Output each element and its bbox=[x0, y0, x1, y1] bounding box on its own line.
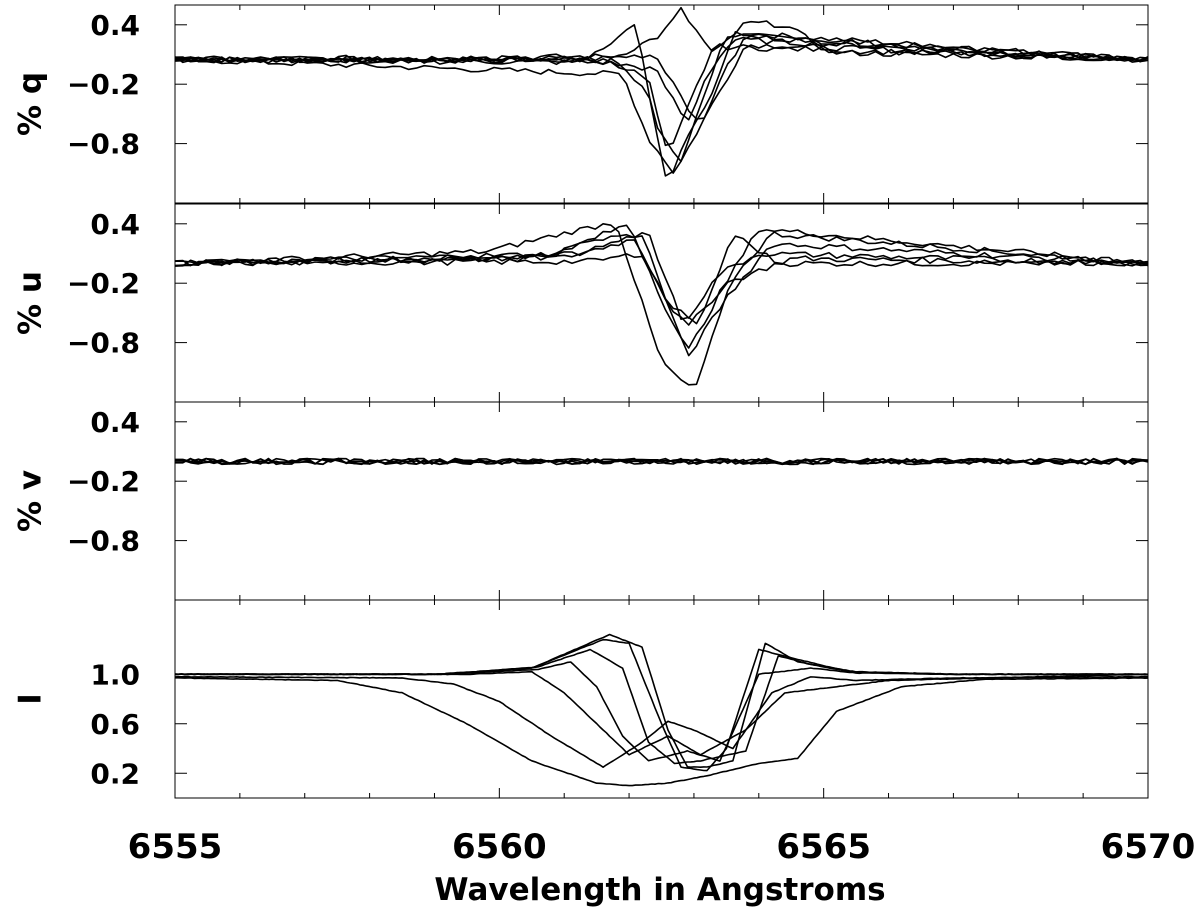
trace-q-5 bbox=[175, 6, 1148, 64]
trace-I-3 bbox=[175, 648, 1148, 765]
traces-u bbox=[175, 223, 1148, 386]
y-tick-label: 0.2 bbox=[90, 757, 140, 790]
y-tick-label: 0.6 bbox=[90, 708, 140, 741]
traces-I bbox=[175, 633, 1148, 787]
y-tick-label: −0.8 bbox=[67, 525, 140, 558]
x-axis: 6555 6560 6565 6570 Wavelength in Angstroms bbox=[128, 827, 1196, 908]
panel-u: 0.4 −0.2 −0.8 % u bbox=[13, 203, 1149, 403]
panel-frame-v bbox=[174, 401, 1149, 601]
trace-I-5 bbox=[175, 670, 1148, 756]
y-tick-label: −0.2 bbox=[67, 465, 140, 498]
y-tick-label: 0.4 bbox=[90, 208, 140, 241]
panel-q: 0.4 −0.2 −0.8 % q bbox=[13, 4, 1149, 204]
y-axis-label-q: % q bbox=[13, 72, 49, 136]
y-tick-label: −0.8 bbox=[67, 327, 140, 360]
y-tick-label: 0.4 bbox=[90, 406, 140, 439]
trace-I-1 bbox=[175, 633, 1148, 769]
trace-u-2 bbox=[175, 223, 1148, 386]
x-axis-label: Wavelength in Angstroms bbox=[434, 872, 885, 908]
x-tick-label: 6560 bbox=[452, 827, 547, 867]
trace-u-5 bbox=[175, 235, 1148, 357]
x-tick-label: 6570 bbox=[1101, 827, 1196, 867]
x-tick-label: 6555 bbox=[128, 827, 223, 867]
panel-v: 0.4 −0.2 −0.8 % v bbox=[13, 401, 1149, 601]
trace-I-6 bbox=[175, 675, 1148, 769]
panel-frame-q bbox=[174, 4, 1149, 204]
traces-v bbox=[175, 457, 1148, 466]
panel-I: 1.0 0.6 0.2 I bbox=[13, 599, 1149, 799]
y-axis-label-u: % u bbox=[13, 271, 49, 335]
panel-frame-I bbox=[174, 599, 1149, 799]
trace-u-6 bbox=[175, 251, 1148, 319]
y-tick-label: −0.2 bbox=[67, 267, 140, 300]
traces-q bbox=[175, 6, 1148, 177]
y-tick-label: −0.8 bbox=[67, 128, 140, 161]
trace-I-2 bbox=[175, 638, 1148, 772]
y-tick-label: 1.0 bbox=[90, 658, 140, 691]
panels: 0.4 −0.2 −0.8 % q 0.4 −0.2 −0.8 % u 0.4 −0.2 −0.8%… bbox=[13, 4, 1149, 799]
trace-u-1 bbox=[175, 232, 1148, 325]
y-tick-label: −0.2 bbox=[67, 68, 140, 101]
panel-frame-u bbox=[174, 203, 1149, 403]
trace-q-4 bbox=[175, 34, 1148, 120]
x-tick-labels: 6555 6560 6565 6570 bbox=[128, 827, 1196, 867]
y-tick-label: 0.4 bbox=[90, 9, 140, 42]
trace-q-7 bbox=[175, 43, 1148, 147]
trace-u-3 bbox=[175, 224, 1148, 349]
trace-v-5 bbox=[175, 457, 1148, 466]
x-tick-label: 6565 bbox=[776, 827, 871, 867]
trace-q-1 bbox=[175, 23, 1148, 163]
trace-I-7 bbox=[175, 676, 1148, 787]
y-axis-label-I: I bbox=[13, 693, 49, 705]
y-axis-label-v: % v bbox=[13, 470, 49, 532]
